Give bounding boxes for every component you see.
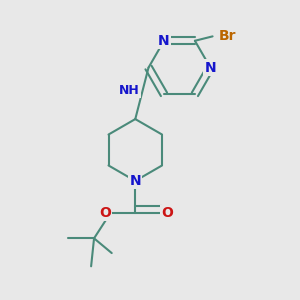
Text: O: O [161,206,173,220]
Text: Br: Br [218,29,236,44]
Text: N: N [158,34,170,48]
Text: N: N [130,174,141,188]
Text: N: N [205,61,216,75]
Text: O: O [99,206,111,220]
Text: NH: NH [119,84,140,97]
